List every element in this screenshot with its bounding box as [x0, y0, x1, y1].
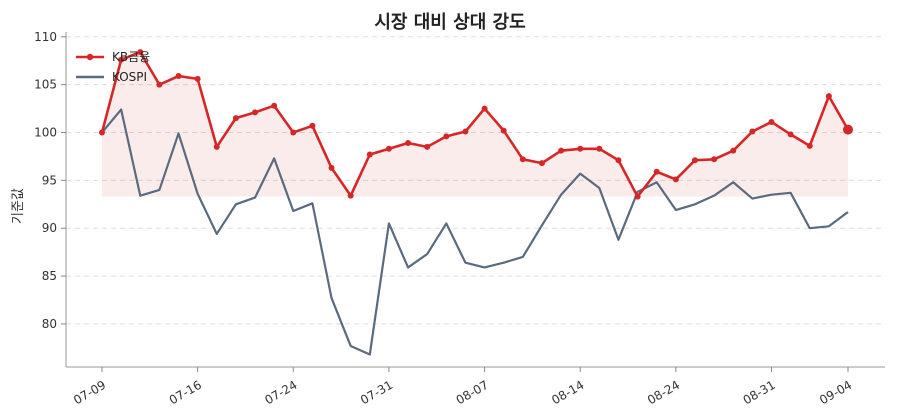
kb-point [328, 164, 335, 171]
kb-point [347, 192, 354, 199]
kb-point [615, 157, 622, 164]
kb-point [443, 133, 450, 140]
x-tick-label: 07-31 [358, 378, 395, 408]
kb-point [385, 145, 392, 152]
legend-label: KOSPI [112, 70, 147, 84]
kb-point [538, 160, 545, 167]
kb-point [519, 156, 526, 163]
y-tick-label: 105 [34, 78, 57, 92]
fill-area [102, 52, 848, 197]
x-tick-label: 08-14 [549, 378, 586, 408]
y-tick-label: 90 [42, 221, 57, 235]
kb-point [137, 49, 144, 56]
kb-point [366, 151, 373, 158]
x-tick-label: 07-09 [71, 378, 108, 408]
kb-point [787, 131, 794, 138]
kb-point [653, 168, 660, 175]
x-tick-label: 07-16 [167, 378, 204, 408]
kb-point [156, 81, 163, 88]
kb-point [825, 93, 832, 100]
kb-point [691, 157, 698, 164]
y-axis-label: 기준값 [11, 188, 26, 224]
x-ticks: 07-09 07-16 07-24 07-31 08-07 08-14 08-24 08-31… [71, 367, 854, 407]
legend-marker [86, 53, 94, 61]
y-ticks: 80 85 90 95 100 105 110 [34, 30, 66, 331]
kb-point [500, 127, 507, 134]
kb-point [730, 147, 737, 154]
kb-point [577, 145, 584, 152]
axes [65, 32, 885, 368]
kb-point [175, 73, 182, 80]
kb-point [271, 102, 278, 109]
kb-point [213, 143, 220, 150]
kb-point [462, 128, 469, 135]
y-tick-label: 85 [42, 269, 57, 283]
kb-point [768, 118, 775, 125]
kb-point [806, 142, 813, 149]
kb-point [711, 156, 718, 163]
kb-point [634, 193, 641, 200]
kb-point [749, 128, 756, 135]
kb-point [481, 105, 488, 112]
y-tick-label: 80 [42, 317, 57, 331]
kb-series-line [100, 50, 850, 198]
y-tick-label: 100 [34, 126, 57, 140]
kb-point [99, 129, 105, 136]
y-tick-label: 110 [34, 30, 57, 44]
gridlines [66, 36, 885, 325]
kb-point [558, 147, 565, 154]
kb-point [672, 176, 679, 183]
kb-point [405, 140, 412, 147]
x-tick-label: 07-24 [262, 378, 299, 408]
legend: KB금융 KOSPI [76, 50, 150, 84]
kb-fill-area [102, 52, 848, 197]
kb-point [252, 109, 259, 116]
legend-label: KB금융 [112, 50, 150, 64]
kb-point [194, 75, 201, 82]
x-tick-label: 08-07 [454, 378, 491, 408]
kb-point [424, 143, 431, 150]
x-tick-label: 09-04 [817, 378, 854, 408]
kb-point [232, 115, 239, 122]
kb-point [596, 145, 603, 152]
kospi-series-line [101, 108, 849, 356]
series-lines [99, 49, 853, 356]
x-tick-label: 08-24 [645, 378, 682, 408]
kb-point [290, 129, 297, 136]
kb-point [118, 56, 125, 63]
kb-point [309, 122, 316, 129]
x-tick-label: 08-31 [741, 378, 778, 408]
y-tick-label: 95 [42, 173, 57, 187]
kb-point [843, 124, 853, 135]
chart-title: 시장 대비 상대 강도 [374, 12, 526, 33]
